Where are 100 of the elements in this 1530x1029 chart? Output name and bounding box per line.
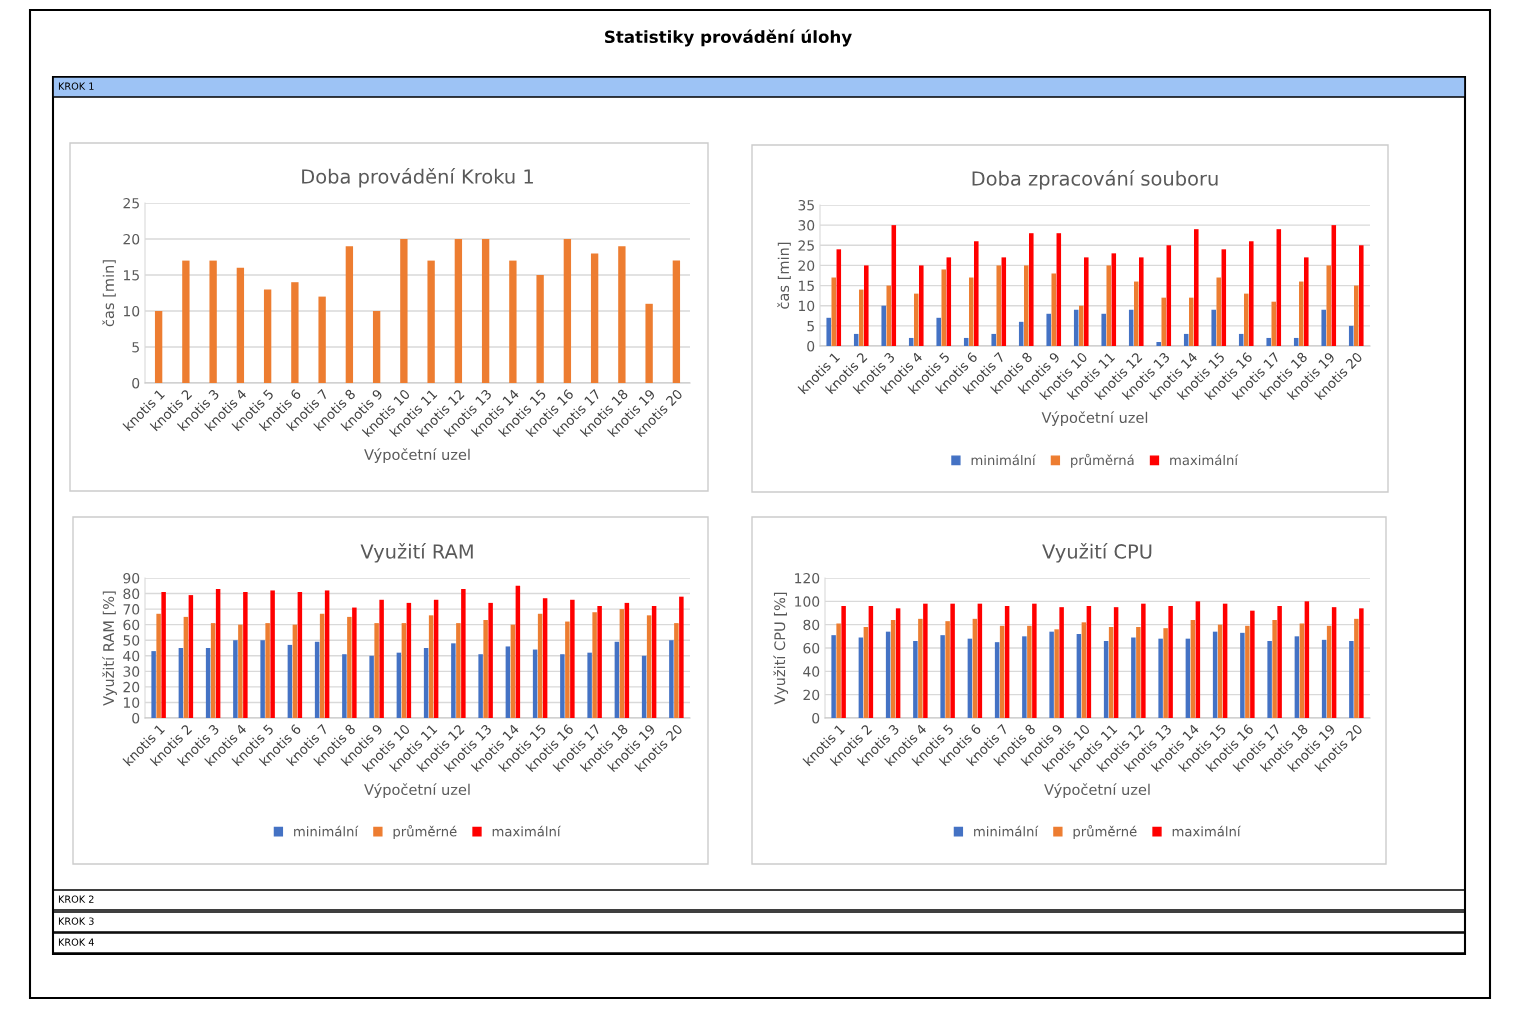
y-tick-label: 35 (798, 199, 814, 211)
bar (209, 260, 217, 383)
y-tick-label: 20 (798, 260, 815, 271)
bar (918, 618, 923, 718)
bar (1249, 241, 1254, 346)
bar (974, 241, 979, 346)
bar (1326, 265, 1332, 346)
bar (1084, 257, 1089, 346)
y-tick-label: 10 (123, 305, 140, 317)
chart-title: Doba zpracování souboru (972, 170, 1218, 190)
bar (836, 623, 841, 718)
bar (427, 260, 435, 383)
bar (260, 640, 265, 718)
bar (154, 311, 163, 383)
bar (923, 603, 928, 718)
bar (451, 643, 456, 718)
y-tick-label: 20 (803, 689, 820, 701)
y-tick-label: 80 (803, 619, 820, 631)
bar (265, 623, 270, 718)
bar (1354, 618, 1359, 718)
y-tick-label: 15 (798, 280, 814, 292)
bar (1250, 610, 1255, 718)
legend-label: maximální (492, 825, 561, 837)
text: KROK 4 (58, 938, 94, 946)
bar (1136, 627, 1141, 718)
y-tick-label: 60 (123, 619, 140, 631)
y-tick-label: 70 (123, 604, 140, 615)
bar (233, 640, 238, 718)
bar (1194, 229, 1199, 346)
bar (1243, 293, 1249, 346)
bar (1298, 281, 1304, 346)
bar (1029, 233, 1034, 346)
bar (592, 612, 597, 718)
bar (913, 293, 919, 346)
bar (940, 635, 945, 718)
bar (161, 592, 166, 718)
bar (565, 621, 570, 718)
bar (374, 623, 379, 718)
bar (831, 635, 836, 718)
y-tick-label: 25 (123, 197, 139, 209)
bar (1272, 620, 1277, 718)
bar (560, 654, 565, 718)
bar (1049, 631, 1054, 718)
bar (919, 265, 924, 346)
bar (950, 603, 955, 718)
bar (1353, 285, 1359, 346)
bar (243, 592, 248, 718)
bar (1168, 606, 1173, 718)
bar (379, 599, 384, 718)
bar (996, 265, 1002, 346)
chart-title: Využití RAM (360, 543, 473, 563)
bar (156, 613, 161, 718)
legend-label: minimální (974, 825, 1039, 837)
bar (679, 596, 684, 718)
bar (563, 239, 572, 383)
bar (1158, 638, 1163, 718)
y-tick-label: 15 (123, 270, 139, 281)
bar (270, 590, 275, 718)
text: Statistiky provádění úlohy (605, 29, 852, 47)
y-tick-label: 5 (132, 342, 139, 353)
y-tick-label: 10 (798, 300, 815, 312)
bar (1211, 309, 1216, 346)
bar (536, 275, 544, 383)
chart-title: Doba provádění Kroku 1 (302, 168, 533, 188)
y-tick-label: 40 (803, 666, 820, 677)
y-axis-title: čas [min] (777, 242, 791, 309)
bar (941, 269, 947, 346)
y-tick-label: 20 (123, 233, 140, 245)
bar (478, 654, 483, 718)
bar (345, 246, 354, 383)
bar (1022, 636, 1027, 718)
bar (1349, 641, 1354, 718)
y-tick-label: 90 (123, 572, 140, 584)
bar (1156, 341, 1161, 346)
y-axis-title: Využití RAM [%] (102, 591, 117, 706)
bar (886, 285, 892, 346)
bar (1051, 273, 1057, 346)
bar (509, 260, 517, 383)
y-tick-label: 100 (795, 596, 820, 607)
bar (1101, 313, 1106, 346)
y-tick-label: 5 (807, 321, 814, 332)
bar (238, 624, 243, 718)
x-axis-title: Výpočetní uzel (364, 448, 470, 463)
bar (318, 296, 326, 383)
bar (597, 606, 602, 718)
bar (342, 654, 347, 718)
y-tick-label: 80 (123, 588, 140, 600)
y-tick-label: 40 (123, 650, 140, 662)
bar (481, 239, 490, 383)
bar (590, 253, 599, 383)
bar (841, 606, 846, 718)
bar (372, 311, 381, 383)
bar (483, 620, 488, 718)
bar (1245, 625, 1250, 718)
bar (1304, 257, 1309, 346)
bar (864, 265, 869, 346)
bar (1139, 257, 1144, 346)
x-axis-title: Výpočetní uzel (364, 783, 470, 798)
x-axis-title: Výpočetní uzel (1041, 411, 1148, 426)
bar (1106, 265, 1112, 346)
